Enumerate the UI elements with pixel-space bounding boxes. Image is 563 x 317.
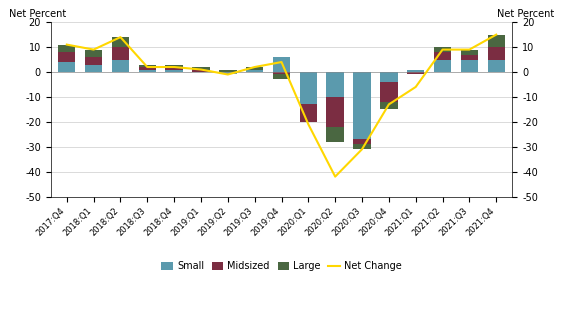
Bar bbox=[300, 72, 317, 104]
Net Change bbox=[332, 175, 338, 178]
Bar bbox=[461, 49, 478, 55]
Bar bbox=[300, 104, 317, 122]
Bar bbox=[85, 65, 102, 72]
Bar bbox=[58, 62, 75, 72]
Net Change bbox=[117, 35, 124, 39]
Bar bbox=[327, 127, 344, 142]
Bar bbox=[461, 60, 478, 72]
Net Change bbox=[90, 48, 97, 51]
Net Change bbox=[171, 65, 177, 69]
Bar bbox=[434, 52, 452, 60]
Bar bbox=[354, 139, 371, 144]
Bar bbox=[111, 37, 129, 47]
Net Change bbox=[439, 48, 446, 51]
Net Change bbox=[144, 65, 151, 69]
Bar bbox=[380, 72, 397, 82]
Bar bbox=[434, 47, 452, 52]
Net Change bbox=[412, 85, 419, 89]
Net Change bbox=[64, 43, 70, 47]
Bar bbox=[327, 72, 344, 97]
Net Change bbox=[305, 122, 312, 126]
Bar bbox=[166, 67, 183, 69]
Bar bbox=[85, 49, 102, 57]
Bar bbox=[138, 65, 156, 67]
Bar bbox=[354, 72, 371, 139]
Net Change bbox=[278, 60, 285, 64]
Bar bbox=[138, 69, 156, 72]
Bar bbox=[407, 72, 425, 74]
Bar bbox=[488, 60, 505, 72]
Bar bbox=[85, 57, 102, 65]
Bar bbox=[58, 45, 75, 52]
Bar bbox=[273, 74, 290, 80]
Text: Net Percent: Net Percent bbox=[497, 9, 554, 19]
Bar bbox=[461, 55, 478, 60]
Bar bbox=[434, 60, 452, 72]
Text: Net Percent: Net Percent bbox=[9, 9, 66, 19]
Bar bbox=[327, 97, 344, 127]
Bar bbox=[354, 144, 371, 149]
Bar bbox=[380, 102, 397, 109]
Net Change bbox=[198, 68, 204, 71]
Bar bbox=[273, 72, 290, 74]
Line: Net Change: Net Change bbox=[67, 35, 496, 177]
Net Change bbox=[225, 73, 231, 76]
Net Change bbox=[251, 65, 258, 69]
Bar bbox=[166, 69, 183, 72]
Bar bbox=[273, 57, 290, 72]
Bar bbox=[111, 47, 129, 60]
Bar bbox=[380, 82, 397, 102]
Bar bbox=[192, 69, 209, 72]
Bar bbox=[246, 67, 263, 69]
Bar bbox=[488, 47, 505, 60]
Net Change bbox=[466, 48, 473, 51]
Net Change bbox=[359, 147, 365, 151]
Bar bbox=[219, 69, 236, 72]
Bar bbox=[192, 67, 209, 69]
Legend: Small, Midsized, Large, Net Change: Small, Midsized, Large, Net Change bbox=[158, 258, 405, 275]
Bar bbox=[407, 69, 425, 72]
Bar bbox=[219, 72, 236, 74]
Bar bbox=[488, 35, 505, 47]
Bar bbox=[138, 67, 156, 69]
Bar bbox=[111, 60, 129, 72]
Bar bbox=[246, 69, 263, 72]
Net Change bbox=[493, 33, 499, 36]
Bar bbox=[166, 65, 183, 67]
Bar bbox=[58, 52, 75, 62]
Net Change bbox=[386, 102, 392, 106]
